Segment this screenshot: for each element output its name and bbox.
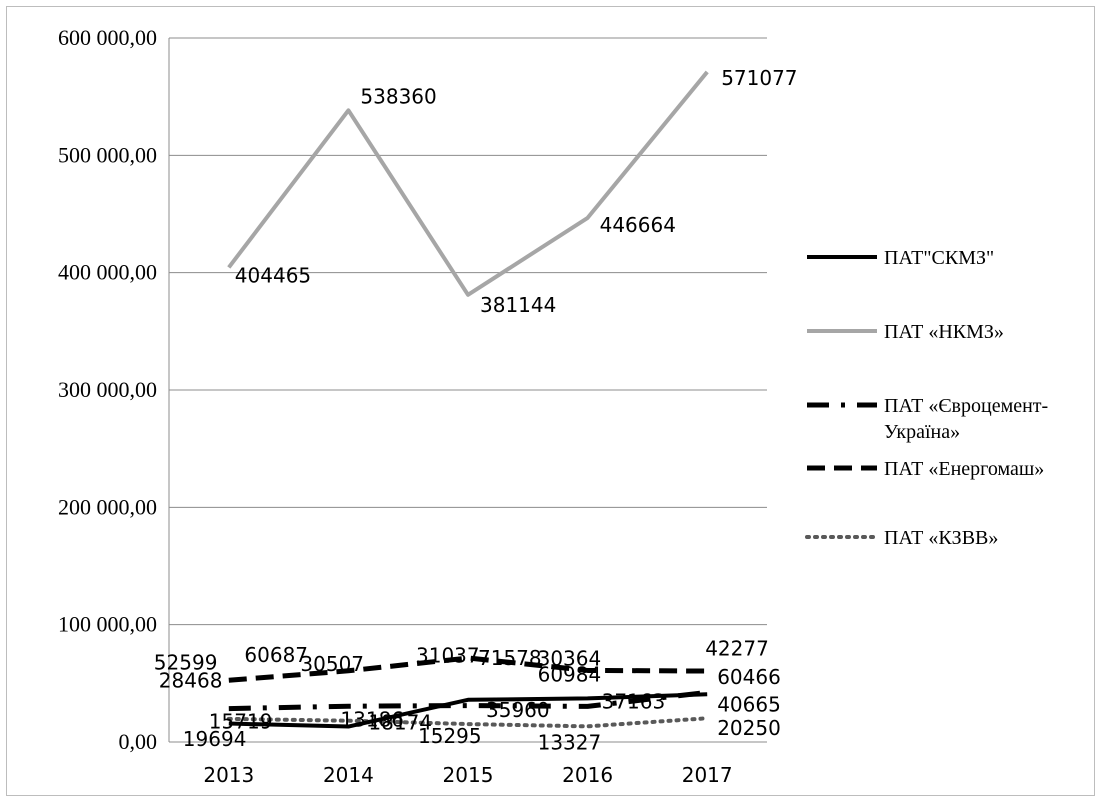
- legend-label: ПАТ «НКМЗ»: [884, 321, 1004, 343]
- series-line-nkmz: [227, 70, 709, 297]
- data-label-energo: 60687: [244, 643, 308, 667]
- series-lines: [226, 70, 710, 729]
- data-label-nkmz: 381144: [480, 293, 556, 317]
- y-tick-label: 100 000,00: [58, 612, 157, 637]
- gridlines: [168, 37, 767, 743]
- legend-label: ПАТ «КЗВВ»: [884, 527, 998, 549]
- data-label-nkmz: 404465: [235, 263, 311, 287]
- legend-item-kzvv: ПАТ «КЗВВ»: [805, 527, 998, 549]
- y-tick-label: 400 000,00: [58, 260, 157, 285]
- legend: ПАТ"СКМЗ" ПАТ «НКМЗ» ПАТ «Євроцемент- Украї…: [805, 247, 1048, 549]
- y-axis-ticks: 0,00 100 000,00 200 000,00 300 000,00 400 00…: [58, 25, 157, 754]
- y-tick-label: 500 000,00: [58, 142, 157, 167]
- data-labels: 15719 13186 35960 37163 40665 404465 538360 381…: [154, 66, 798, 754]
- legend-label: ПАТ"СКМЗ": [884, 247, 994, 269]
- data-label-kzvv: 15295: [418, 724, 482, 748]
- data-label-energo: 52599: [154, 650, 218, 674]
- y-tick-label: 200 000,00: [58, 494, 157, 519]
- line-chart: 0,00 100 000,00 200 000,00 300 000,00 400 00…: [58, 25, 1048, 787]
- legend-label: ПАТ «Євроцемент-: [884, 395, 1048, 417]
- data-label-nkmz: 571077: [721, 66, 797, 90]
- data-label-skmz: 37163: [602, 689, 666, 713]
- data-label-euro: 31037: [416, 644, 480, 668]
- data-label-skmz: 35960: [486, 698, 550, 722]
- x-tick-label: 2014: [323, 763, 374, 787]
- data-label-kzvv: 13327: [538, 730, 602, 754]
- x-tick-label: 2013: [203, 763, 254, 787]
- data-label-euro: 28468: [159, 669, 223, 693]
- data-label-skmz: 15719: [209, 710, 273, 734]
- data-label-skmz: 40665: [717, 692, 781, 716]
- legend-item-skmz: ПАТ"СКМЗ": [807, 247, 994, 269]
- data-label-euro: 42277: [705, 636, 769, 660]
- x-tick-label: 2016: [562, 763, 613, 787]
- y-tick-label: 300 000,00: [58, 377, 157, 402]
- series-line-skmz: [228, 692, 708, 729]
- data-label-skmz: 13186: [340, 708, 404, 732]
- data-label-kzvv: 18174: [368, 711, 432, 735]
- series-line-kzvv: [226, 716, 710, 729]
- data-label-kzvv: 19694: [183, 727, 247, 751]
- y-tick-label: 600 000,00: [58, 25, 157, 50]
- legend-item-energo: ПАТ «Енергомаш»: [807, 458, 1044, 480]
- data-label-energo: 71578: [478, 646, 542, 670]
- y-tick-label: 0,00: [119, 729, 158, 754]
- data-label-euro: 30507: [300, 652, 364, 676]
- legend-item-nkmz: ПАТ «НКМЗ»: [807, 321, 1004, 343]
- data-label-nkmz: 538360: [360, 84, 436, 108]
- legend-item-euro: ПАТ «Євроцемент- Україна»: [807, 395, 1048, 443]
- x-tick-label: 2015: [443, 763, 494, 787]
- legend-label: Україна»: [884, 421, 960, 443]
- chart-frame: 0,00 100 000,00 200 000,00 300 000,00 400 00…: [6, 6, 1095, 796]
- legend-label: ПАТ «Енергомаш»: [884, 458, 1044, 480]
- data-label-kzvv: 20250: [717, 716, 781, 740]
- x-axis-ticks: 2013 2014 2015 2016 2017: [203, 763, 732, 787]
- data-label-energo: 60984: [538, 662, 602, 686]
- data-label-energo: 60466: [717, 665, 781, 689]
- data-label-nkmz: 446664: [600, 213, 676, 237]
- data-label-euro: 30364: [538, 646, 602, 670]
- x-tick-label: 2017: [682, 763, 733, 787]
